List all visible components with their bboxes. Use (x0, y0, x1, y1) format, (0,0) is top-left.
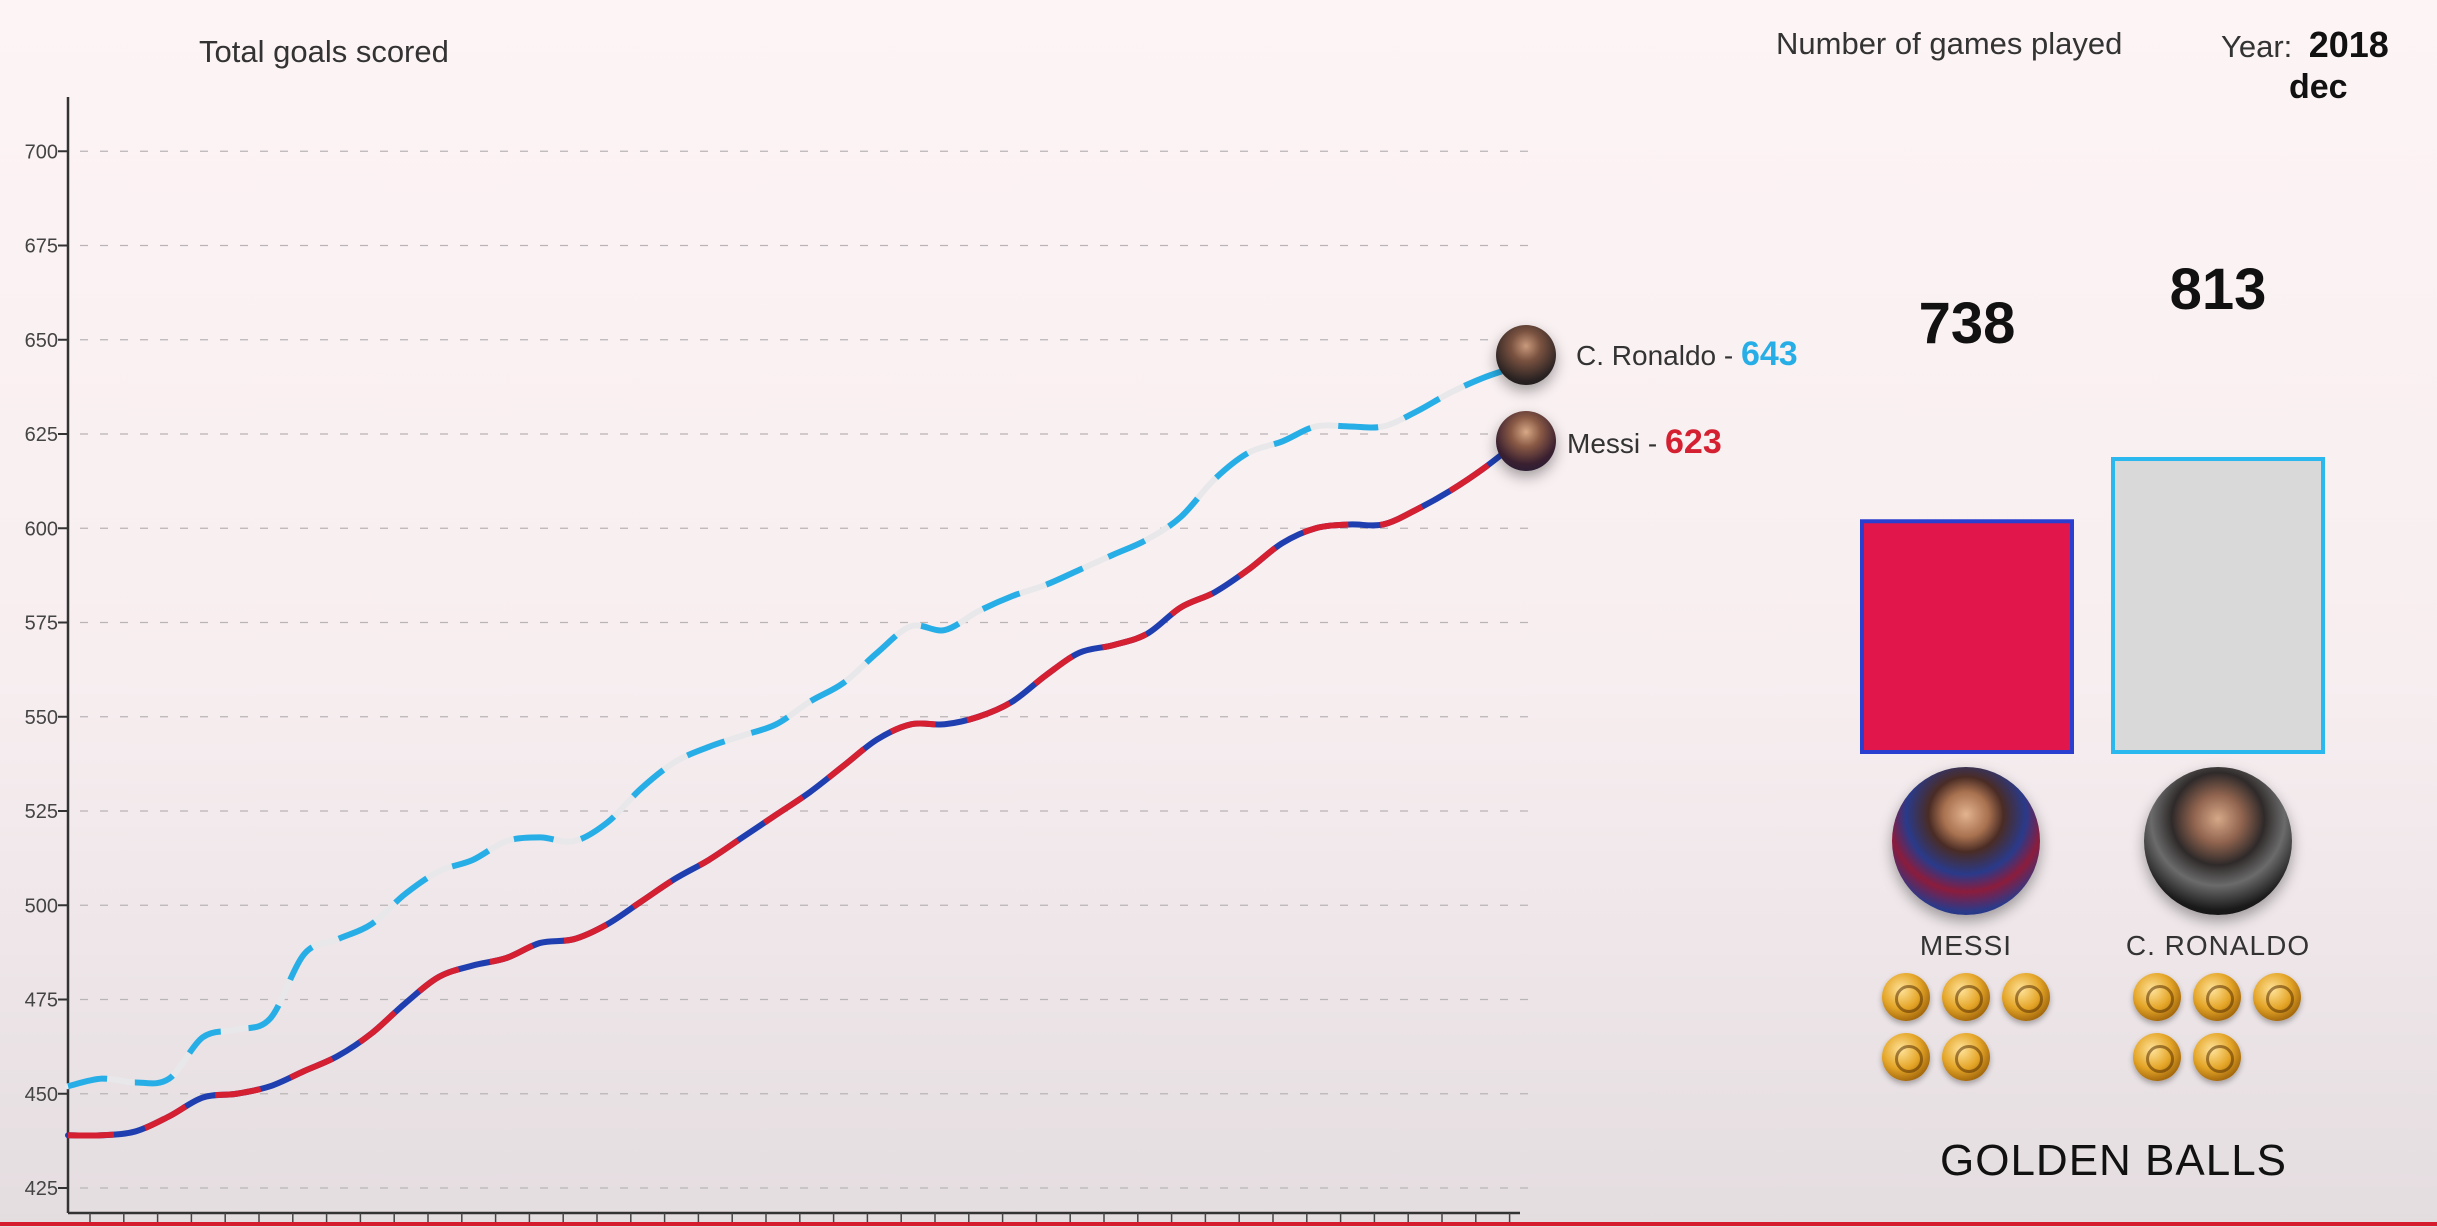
golden-ball-icon (1882, 1033, 1930, 1081)
ronaldo-name: C. RONALDO (2125, 930, 2311, 961)
y-tick-label: 650 (25, 330, 58, 352)
y-tick-label: 575 (25, 613, 58, 635)
messi-name: MESSI (1919, 930, 2013, 961)
y-tick-label: 450 (25, 1084, 58, 1106)
progress-line (0, 1222, 2437, 1226)
y-tick-label: 475 (25, 990, 58, 1012)
ronaldo-end-name: C. Ronaldo - (1576, 340, 1741, 371)
ronaldo-portrait (2144, 767, 2292, 915)
y-tick-label: 500 (25, 895, 58, 917)
messi-portrait (1892, 767, 2040, 915)
y-tick-label: 600 (25, 518, 58, 540)
messi-line-avatar (1496, 411, 1556, 471)
ronaldo-line-avatar (1496, 325, 1556, 385)
messi-end-value: 623 (1665, 423, 1722, 461)
messi-end-name: Messi - (1567, 428, 1665, 459)
y-tick-label: 625 (25, 424, 58, 446)
y-tick-label: 525 (25, 801, 58, 823)
ronaldo-end-label: C. Ronaldo - 643 (1576, 335, 1798, 374)
golden-ball-icon (2133, 973, 2181, 1021)
games-played-title: Number of games played (1776, 26, 2123, 61)
golden-ball-icon (1942, 973, 1990, 1021)
messi-line-base (65, 438, 1521, 1139)
ronaldo-games-value: 813 (2169, 257, 2267, 322)
messi-games-value: 738 (1918, 291, 2016, 356)
ronaldo-end-value: 643 (1740, 335, 1798, 373)
golden-ball-icon (2133, 1033, 2181, 1081)
ronaldo-games-bar (2111, 457, 2325, 754)
y-tick-label: 425 (25, 1178, 58, 1200)
y-tick-label: 675 (25, 236, 58, 258)
golden-balls-title: GOLDEN BALLS (1940, 1136, 2288, 1185)
month-value: dec (2289, 68, 2348, 106)
messi-end-label: Messi - 623 (1567, 423, 1722, 462)
golden-ball-icon (2002, 973, 2050, 1021)
golden-ball-icon (2193, 1033, 2241, 1081)
golden-ball-icon (2193, 973, 2241, 1021)
golden-ball-icon (1942, 1033, 1990, 1081)
y-tick-label: 550 (25, 707, 58, 729)
ronaldo-line-base (65, 363, 1521, 1090)
messi-games-bar (1860, 519, 2074, 755)
messi-line (67, 439, 1520, 1139)
date-display: Year: 2018 dec (2221, 24, 2421, 106)
y-tick-label: 700 (25, 141, 58, 163)
ronaldo-line (67, 363, 1519, 1090)
year-label: Year: (2221, 29, 2293, 64)
golden-ball-icon (2253, 973, 2301, 1021)
golden-ball-icon (1882, 973, 1930, 1021)
year-value: 2018 (2308, 24, 2389, 65)
y-axis-title: Total goals scored (199, 34, 449, 69)
